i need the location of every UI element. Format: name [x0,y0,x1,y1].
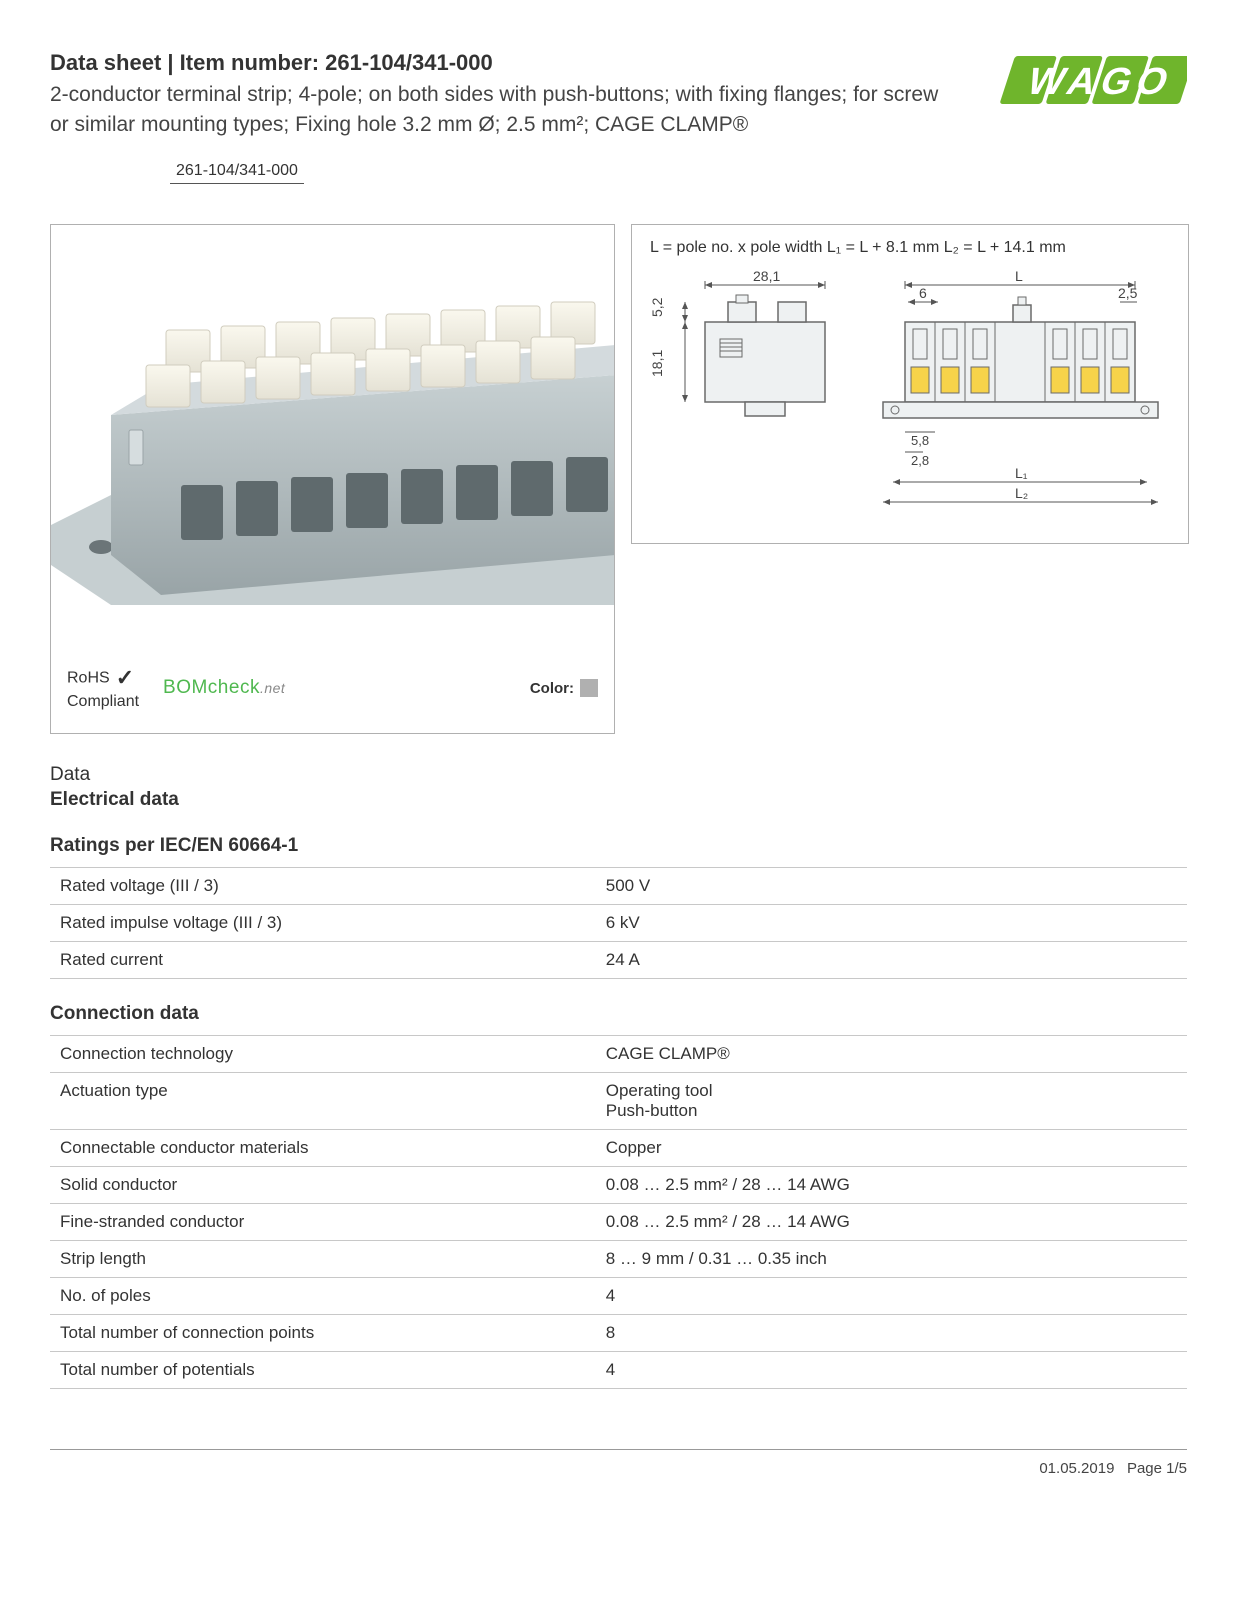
table-row: Rated current24 A [50,941,1187,978]
title-sep: | [161,50,179,75]
spec-value: 500 V [596,867,1187,904]
item-number-link[interactable]: 261-104/341-000 [170,159,304,184]
dim-L2: L₂ [1015,485,1028,501]
spec-value: Operating tool Push-button [596,1072,1187,1129]
dim-L1: L₁ [1015,465,1028,481]
connection-table: Connection technologyCAGE CLAMP®Actuatio… [50,1035,1187,1389]
compliance-row: RoHS ✓ Compliant BOMcheck.net Color: [51,651,614,733]
dim-5-2: 5,2 [650,297,665,317]
table-row: Strip length8 … 9 mm / 0.31 … 0.35 inch [50,1240,1187,1277]
spec-key: Total number of connection points [50,1314,596,1351]
spec-key: Total number of potentials [50,1351,596,1388]
dim-28-1: 28,1 [753,268,780,284]
product-image-box: RoHS ✓ Compliant BOMcheck.net Color: [50,224,615,734]
product-description: 2-conductor terminal strip; 4-pole; on b… [50,80,957,141]
spec-value: 4 [596,1351,1187,1388]
table-row: Fine-stranded conductor0.08 … 2.5 mm² / … [50,1203,1187,1240]
dim-18-1: 18,1 [650,349,665,376]
checkmark-icon: ✓ [116,665,134,690]
dim-6: 6 [919,285,927,301]
rohs-label: RoHS [67,670,110,687]
dimension-diagram-box: L = pole no. x pole width L₁ = L + 8.1 m… [631,224,1189,544]
dim-2-8: 2,8 [911,453,929,468]
bomcheck-text: BOMcheck [163,677,260,698]
spec-key: Actuation type [50,1072,596,1129]
spec-key: No. of poles [50,1277,596,1314]
bomcheck-suffix: .net [260,680,285,696]
spec-key: Strip length [50,1240,596,1277]
dim-2-5: 2,5 [1118,285,1138,301]
ratings-table: Rated voltage (III / 3)500 VRated impuls… [50,867,1187,979]
title-label: Item number: [180,50,319,75]
table-row: Total number of potentials4 [50,1351,1187,1388]
page-footer: 01.05.2019 Page 1/5 [50,1449,1187,1477]
spec-key: Connectable conductor materials [50,1129,596,1166]
spec-value: 4 [596,1277,1187,1314]
spec-value: CAGE CLAMP® [596,1035,1187,1072]
spec-key: Fine-stranded conductor [50,1203,596,1240]
svg-text:WAGO: WAGO [1022,61,1180,103]
spec-value: 0.08 … 2.5 mm² / 28 … 14 AWG [596,1166,1187,1203]
dim-L: L [1015,268,1023,284]
bomcheck-logo: BOMcheck.net [163,677,285,699]
table-row: Connection technologyCAGE CLAMP® [50,1035,1187,1072]
spec-value: Copper [596,1129,1187,1166]
table-row: Solid conductor0.08 … 2.5 mm² / 28 … 14 … [50,1166,1187,1203]
spec-key: Rated current [50,941,596,978]
table-row: No. of poles4 [50,1277,1187,1314]
connection-heading: Connection data [50,1003,1187,1025]
product-image [51,225,614,651]
page-title: Data sheet | Item number: 261-104/341-00… [50,50,957,76]
rohs-compliant: RoHS ✓ Compliant [67,665,139,711]
spec-value: 0.08 … 2.5 mm² / 28 … 14 AWG [596,1203,1187,1240]
spec-key: Rated impulse voltage (III / 3) [50,904,596,941]
color-swatch [580,679,598,697]
spec-value: 8 [596,1314,1187,1351]
footer-date: 01.05.2019 [1039,1460,1114,1477]
rohs-compliant-label: Compliant [67,693,139,710]
table-row: Actuation typeOperating tool Push-button [50,1072,1187,1129]
table-row: Connectable conductor materialsCopper [50,1129,1187,1166]
dim-5-8: 5,8 [911,433,929,448]
spec-key: Connection technology [50,1035,596,1072]
title-item-number: 261-104/341-000 [325,50,493,75]
spec-key: Rated voltage (III / 3) [50,867,596,904]
footer-page: Page 1/5 [1127,1460,1187,1477]
spec-key: Solid conductor [50,1166,596,1203]
table-row: Total number of connection points8 [50,1314,1187,1351]
electrical-data-heading: Electrical data [50,789,1187,811]
images-row: RoHS ✓ Compliant BOMcheck.net Color: L = … [50,224,1187,734]
spec-value: 6 kV [596,904,1187,941]
wago-logo: WAGO [987,50,1187,110]
spec-value: 8 … 9 mm / 0.31 … 0.35 inch [596,1240,1187,1277]
color-label: Color: [530,680,574,697]
ratings-heading: Ratings per IEC/EN 60664-1 [50,835,1187,857]
header: Data sheet | Item number: 261-104/341-00… [50,50,1187,141]
dimension-formula: L = pole no. x pole width L₁ = L + 8.1 m… [650,239,1170,257]
data-section-label: Data [50,764,1187,786]
color-indicator: Color: [530,679,598,697]
spec-value: 24 A [596,941,1187,978]
dimension-diagram: 28,1 5,2 [650,267,1170,527]
table-row: Rated voltage (III / 3)500 V [50,867,1187,904]
title-prefix: Data sheet [50,50,161,75]
table-row: Rated impulse voltage (III / 3)6 kV [50,904,1187,941]
header-text: Data sheet | Item number: 261-104/341-00… [50,50,987,141]
